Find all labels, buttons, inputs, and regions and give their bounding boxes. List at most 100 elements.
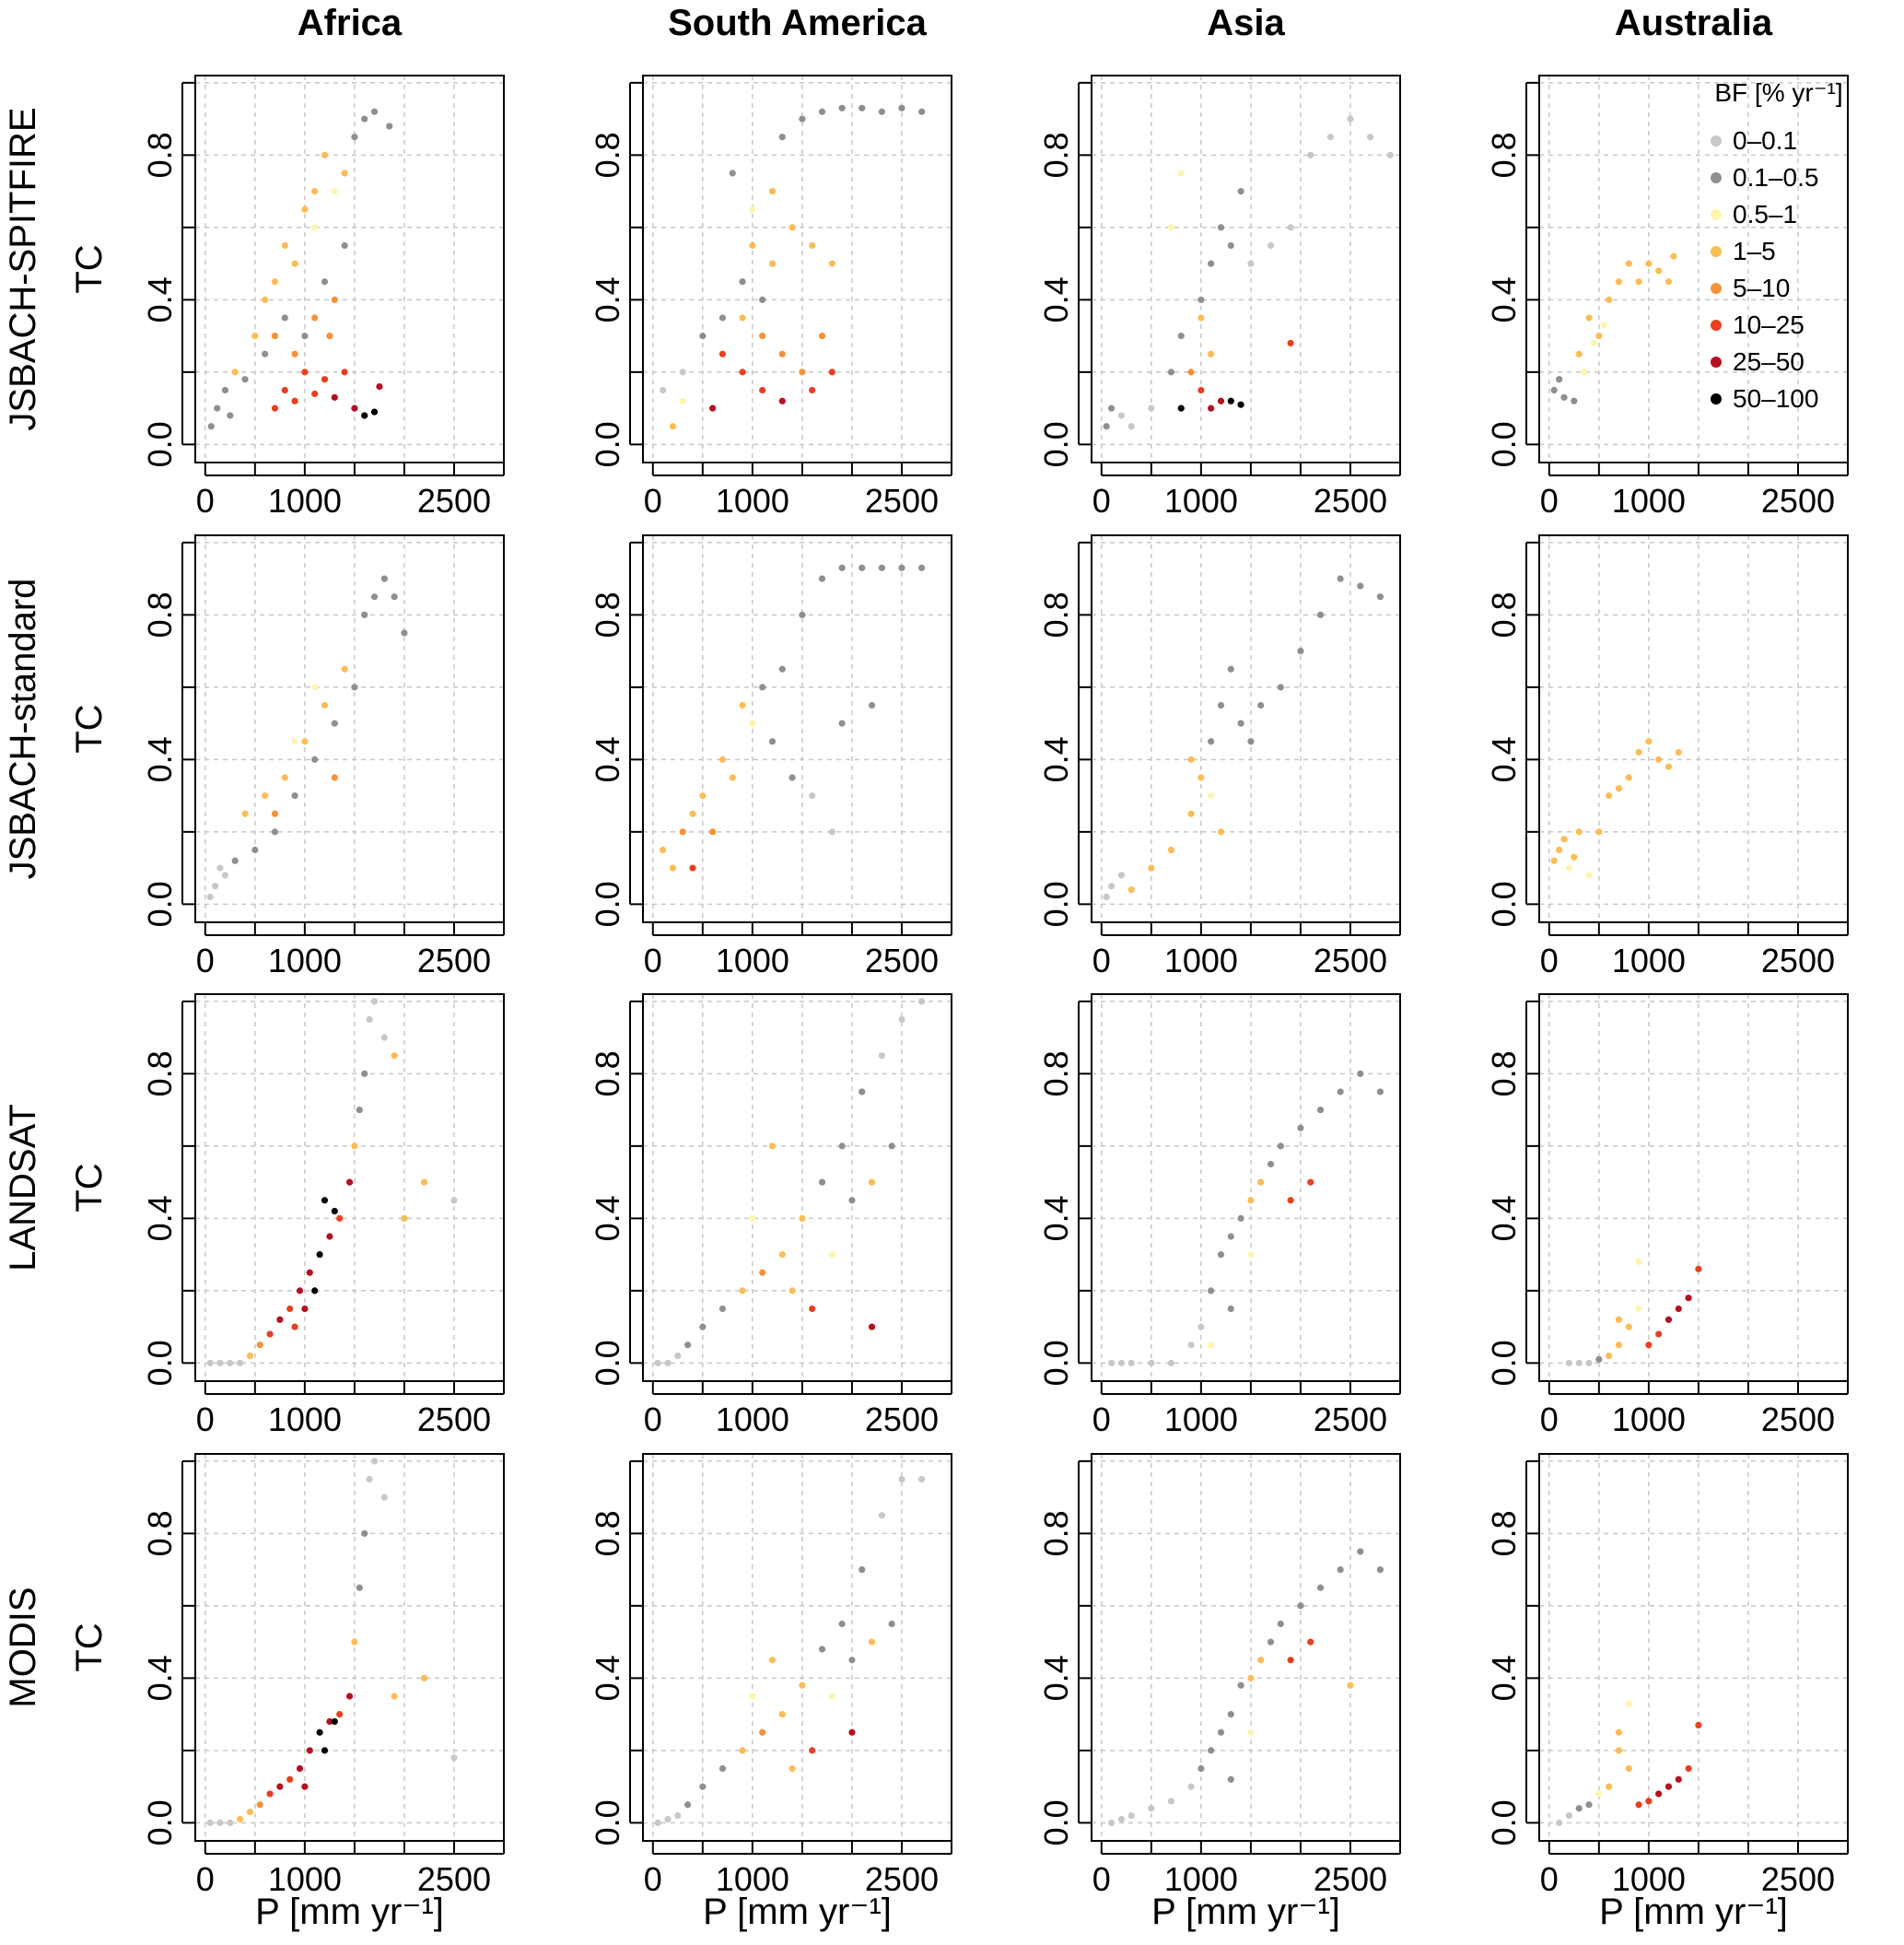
- y-tick-label: 0.0: [1037, 1799, 1075, 1845]
- data-point: [237, 1359, 244, 1366]
- data-point: [316, 1251, 323, 1259]
- data-point: [809, 1747, 816, 1754]
- plot-frame: [642, 993, 952, 1382]
- data-point: [370, 108, 379, 115]
- data-point: [878, 1052, 885, 1060]
- y-tick-label: 0.8: [1485, 1510, 1523, 1556]
- y-tick-label: 0.4: [589, 276, 626, 322]
- y-tick-label: 0.0: [1485, 421, 1523, 467]
- data-point: [1665, 278, 1673, 286]
- data-point: [1645, 1342, 1653, 1349]
- data-point: [291, 1323, 298, 1330]
- data-point: [1565, 1811, 1573, 1820]
- data-point: [216, 864, 224, 872]
- data-point: [818, 1646, 826, 1653]
- data-point: [345, 1693, 354, 1700]
- data-point: [214, 404, 221, 412]
- data-point: [799, 369, 806, 376]
- data-point: [221, 872, 229, 879]
- data-point: [1695, 1265, 1702, 1272]
- data-point: [331, 720, 338, 727]
- y-tick-label: 0.0: [1037, 881, 1075, 927]
- legend-marker-0-1-0-5: [1711, 172, 1722, 183]
- data-point: [718, 350, 727, 357]
- x-tick-label: 1000: [1612, 942, 1686, 979]
- data-point: [370, 1458, 379, 1465]
- data-point: [1247, 1728, 1255, 1736]
- y-tick-label: 0.0: [589, 881, 626, 927]
- data-point: [361, 412, 368, 419]
- data-point: [1585, 314, 1593, 322]
- data-point: [251, 846, 259, 854]
- x-tick-label: 2500: [1314, 482, 1387, 520]
- data-point: [1645, 738, 1653, 745]
- panel-modis-africa: 0 1000 2500 0.0 0.4 0.8: [141, 1453, 505, 1898]
- x-tick-label: 0: [1540, 1400, 1559, 1438]
- data-point: [1560, 393, 1568, 401]
- data-point: [1267, 241, 1275, 250]
- data-point: [778, 665, 786, 673]
- x-tick-label: 0: [196, 1860, 215, 1898]
- x-tick-label: 2500: [417, 482, 491, 520]
- data-point: [1197, 386, 1205, 394]
- data-point: [271, 810, 279, 817]
- y-tick-label: 0.0: [1485, 1340, 1523, 1386]
- data-point: [1585, 872, 1593, 879]
- x-tick-label: 0: [196, 482, 215, 520]
- data-point: [654, 1819, 661, 1826]
- data-point: [311, 390, 319, 398]
- data-point: [1297, 1124, 1304, 1131]
- data-point: [1635, 1305, 1642, 1313]
- x-tick-label: 1000: [1164, 1400, 1238, 1438]
- x-tick-label: 1000: [716, 482, 789, 520]
- x-tick-label: 0: [196, 942, 215, 979]
- data-point: [778, 397, 786, 404]
- data-point: [1237, 188, 1244, 195]
- y-tick-label: 0.8: [141, 132, 179, 178]
- data-point: [739, 701, 746, 709]
- data-point: [321, 376, 329, 383]
- data-point: [1167, 1798, 1175, 1805]
- plot-frame: [1538, 534, 1849, 923]
- data-point: [1615, 1728, 1623, 1736]
- data-point: [759, 386, 766, 394]
- data-point: [709, 404, 717, 412]
- data-point: [227, 1819, 234, 1826]
- data-point: [271, 333, 279, 340]
- x-tick-label: 0: [644, 1400, 662, 1438]
- data-point: [1615, 1342, 1623, 1349]
- data-point: [1127, 423, 1135, 430]
- data-point: [868, 1178, 876, 1186]
- data-point: [848, 1197, 856, 1204]
- legend: BF [% yr⁻¹] 0–0.1 0.1–0.5 0.5–1 1–5 5–10 10–25…: [1711, 78, 1843, 413]
- panel-landsat-south-america: 0 1000 2500 0.0 0.4 0.8: [589, 993, 952, 1438]
- y-tick-label: 0.8: [1037, 592, 1075, 638]
- y-tick-label: 0.8: [141, 1050, 179, 1096]
- data-point: [1600, 322, 1607, 329]
- data-point: [1117, 872, 1126, 879]
- data-point: [1208, 738, 1215, 745]
- data-point: [1575, 1359, 1583, 1366]
- data-point: [868, 1323, 876, 1330]
- data-point: [799, 1681, 806, 1689]
- data-point: [1208, 404, 1215, 412]
- data-point: [331, 1717, 338, 1726]
- data-point: [1217, 828, 1225, 836]
- data-point: [1366, 134, 1374, 141]
- data-point: [1590, 339, 1598, 347]
- data-point: [262, 350, 269, 357]
- data-point: [1625, 1700, 1632, 1707]
- data-point: [321, 1197, 329, 1204]
- data-point: [370, 408, 379, 416]
- x-tick-label: 1000: [268, 1860, 342, 1898]
- legend-marker-0-5-1: [1711, 209, 1722, 220]
- data-point: [246, 1808, 254, 1816]
- y-tick-label: 0.0: [589, 1799, 626, 1845]
- data-point: [768, 188, 777, 195]
- data-point: [1565, 864, 1573, 872]
- data-point: [1117, 1815, 1126, 1823]
- column-title-asia: Asia: [1207, 3, 1285, 43]
- data-point: [699, 1323, 707, 1330]
- data-point: [241, 810, 249, 817]
- data-point: [206, 1359, 214, 1366]
